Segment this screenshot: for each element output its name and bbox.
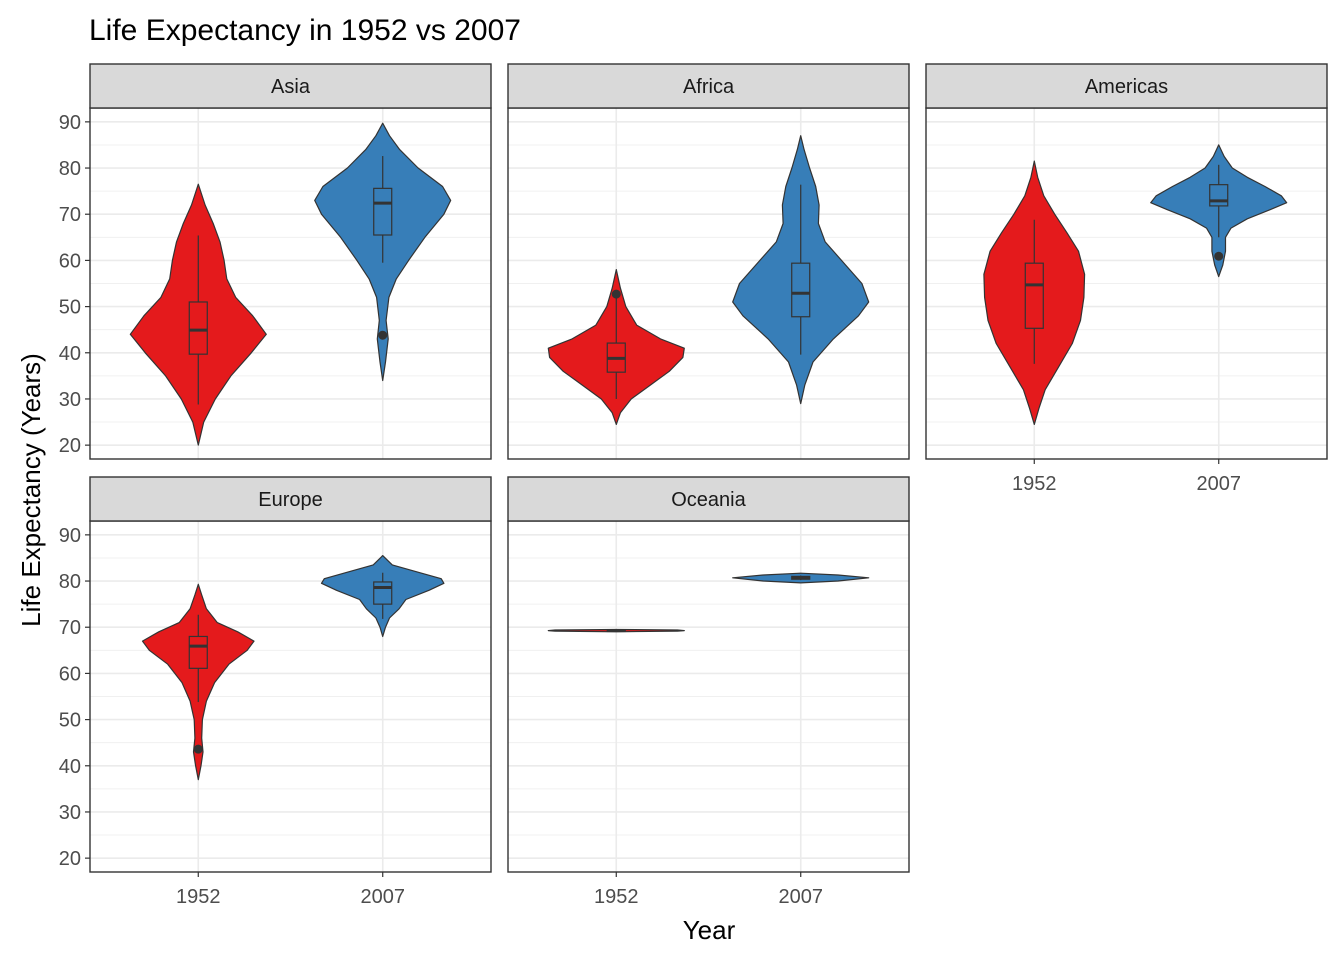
y-tick-label: 30: [59, 389, 81, 411]
strip-label-americas: Americas: [1085, 76, 1168, 98]
box-europe-2007: [373, 581, 393, 605]
box-europe-1952: [188, 635, 208, 669]
y-tick-label: 60: [59, 250, 81, 272]
box-americas-2007: [1209, 184, 1229, 207]
outlier-point: [611, 289, 621, 299]
strip-oceania: [507, 476, 910, 522]
y-tick-label: 50: [59, 710, 81, 732]
y-tick-label: 30: [59, 802, 81, 824]
x-tick-label: 2007: [360, 886, 405, 908]
outlier-point: [1214, 251, 1224, 261]
y-tick-label: 40: [59, 343, 81, 365]
panel-americas: Americas 1952 2007: [925, 63, 1328, 495]
strip-africa: [507, 63, 910, 109]
box-asia-2007: [373, 187, 393, 236]
x-tick-label: 1952: [594, 886, 639, 908]
y-tick-label: 60: [59, 663, 81, 685]
y-tick-label: 90: [59, 112, 81, 134]
y-tick-label: 90: [59, 525, 81, 547]
outlier-point: [378, 330, 388, 340]
panel-asia: Asia 20 30 40 50 60 70 80 90: [59, 63, 492, 460]
x-tick-label: 2007: [1196, 473, 1241, 495]
y-tick-label: 50: [59, 297, 81, 319]
box-asia-1952: [188, 301, 208, 355]
y-tick-label: 80: [59, 158, 81, 180]
x-tick-label: 1952: [1012, 473, 1057, 495]
strip-label-europe: Europe: [258, 489, 323, 511]
strip-label-oceania: Oceania: [671, 489, 746, 511]
panel-oceania: Oceania 1952 2007: [507, 476, 910, 908]
strip-asia: [89, 63, 492, 109]
x-tick-label: 1952: [176, 886, 221, 908]
y-axis-title: Life Expectancy (Years): [16, 353, 46, 627]
strip-label-asia: Asia: [271, 76, 311, 98]
x-axis-title: Year: [683, 915, 736, 945]
y-tick-label: 80: [59, 571, 81, 593]
y-tick-label: 20: [59, 435, 81, 457]
strip-label-africa: Africa: [683, 76, 735, 98]
outlier-point: [193, 744, 203, 754]
y-tick-label: 40: [59, 756, 81, 778]
y-tick-label: 20: [59, 848, 81, 870]
panel-europe: Europe 20 30 40 50 60 70 80 90 1952 2007: [59, 476, 492, 908]
y-tick-label: 70: [59, 204, 81, 226]
chart-title: Life Expectancy in 1952 vs 2007: [89, 14, 521, 47]
y-tick-label: 70: [59, 617, 81, 639]
strip-americas: [925, 63, 1328, 109]
box-americas-1952: [1024, 262, 1044, 329]
x-tick-label: 2007: [778, 886, 823, 908]
strip-europe: [89, 476, 492, 522]
box-africa-2007: [791, 262, 811, 318]
panel-africa: Africa: [507, 63, 910, 460]
